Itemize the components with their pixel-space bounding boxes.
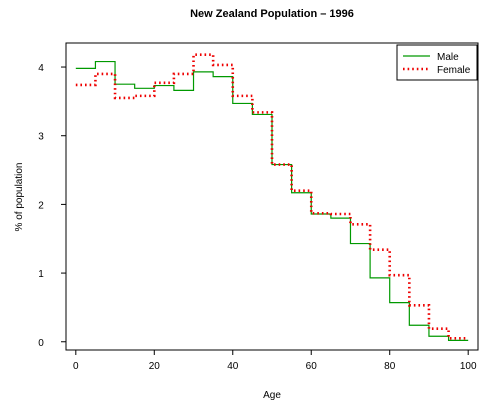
x-tick-label: 40 xyxy=(227,361,239,372)
legend-label-female: Female xyxy=(437,65,471,76)
plot-frame xyxy=(65,42,479,351)
x-axis-label: Age xyxy=(263,390,281,401)
y-tick-label: 3 xyxy=(38,132,44,143)
series-line-female xyxy=(75,53,469,340)
x-tick-label: 80 xyxy=(384,361,396,372)
series-group xyxy=(75,53,469,341)
x-tick-label: 60 xyxy=(306,361,318,372)
legend-box xyxy=(396,44,478,81)
x-tick-label: 20 xyxy=(149,361,161,372)
x-tick-label: 0 xyxy=(73,361,79,372)
y-axis: 0 1 2 3 4 xyxy=(38,63,66,349)
y-tick-label: 4 xyxy=(38,63,44,74)
y-tick-label: 1 xyxy=(38,269,44,280)
x-tick-label: 100 xyxy=(460,361,477,372)
legend: Male Female xyxy=(396,44,478,81)
legend-label-male: Male xyxy=(437,52,459,63)
y-tick-label: 2 xyxy=(38,200,44,211)
x-axis: 0 20 40 60 80 100 xyxy=(73,350,477,372)
y-tick-label: 0 xyxy=(38,338,44,349)
y-axis-label: % of population xyxy=(14,163,25,232)
chart-title: New Zealand Population – 1996 xyxy=(190,8,354,20)
series-line-male xyxy=(75,60,469,341)
